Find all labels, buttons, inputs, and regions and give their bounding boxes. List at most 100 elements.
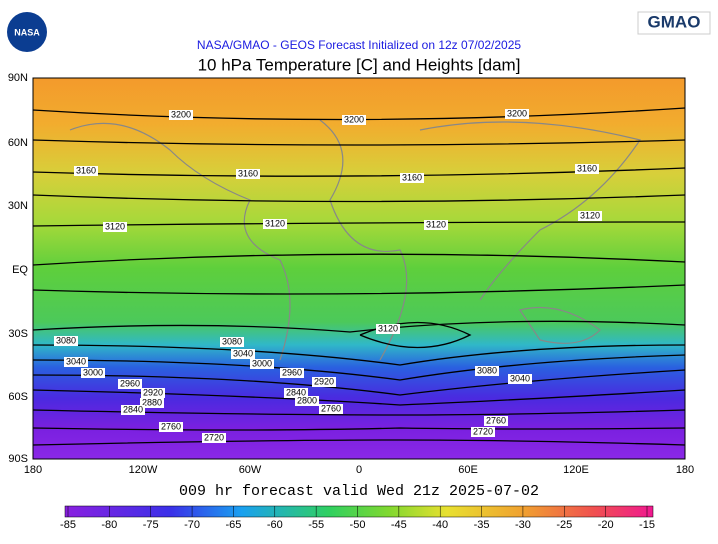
colorbar: [64, 505, 654, 518]
subtitle: NASA/GMAO - GEOS Forecast Initialized on…: [197, 38, 521, 52]
contour-label-bg: [74, 166, 98, 176]
contour-label-bg: [295, 396, 319, 406]
contour-label: 3040: [66, 356, 86, 366]
contour-label: 2720: [204, 432, 224, 442]
lat-label: 90S: [8, 453, 28, 465]
lon-label: 0: [356, 464, 362, 476]
contour-label-bg: [81, 368, 105, 378]
contour-label: 2960: [282, 367, 302, 377]
contour-label-bg: [159, 422, 183, 432]
contour-label: 3040: [510, 373, 530, 383]
contour-label: 3200: [171, 109, 191, 119]
contour-label: 3080: [222, 336, 242, 346]
contour-label-bg: [400, 173, 424, 183]
contour-label-bg: [475, 366, 499, 376]
colorbar-label: -25: [556, 519, 572, 531]
colorbar-label: -15: [639, 519, 655, 531]
lat-label: EQ: [12, 264, 28, 276]
lat-label: 60S: [8, 391, 28, 403]
colorbar-label: -80: [101, 519, 117, 531]
colorbar-label: -55: [308, 519, 324, 531]
contour-label-bg: [236, 169, 260, 179]
contour-label: 2920: [314, 376, 334, 386]
contour-label-bg: [484, 416, 508, 426]
colorbar-label: -30: [515, 519, 531, 531]
colorbar-label: -75: [143, 519, 159, 531]
lon-label: 180: [676, 464, 694, 476]
contour-label-bg: [231, 349, 255, 359]
contour-label-bg: [319, 404, 343, 414]
contour-label-bg: [121, 405, 145, 415]
contour-label-bg: [54, 336, 78, 346]
contour-label-bg: [424, 220, 448, 230]
lon-label: 120W: [129, 464, 158, 476]
lon-label: 60E: [458, 464, 478, 476]
contour-label: 3160: [76, 165, 96, 175]
contour-label-bg: [471, 427, 495, 437]
colorbar-label: -70: [184, 519, 200, 531]
lon-label: 60W: [239, 464, 262, 476]
colorbar-label: -85: [60, 519, 76, 531]
contour-label-bg: [312, 377, 336, 387]
colorbar-label: -60: [267, 519, 283, 531]
contour-label: 2760: [486, 415, 506, 425]
contour-label: 2840: [123, 404, 143, 414]
nasa-logo: [7, 12, 47, 52]
title: 10 hPa Temperature [C] and Heights [dam]: [198, 55, 521, 74]
colorbar-label: -35: [474, 519, 490, 531]
contour-label: 3120: [105, 221, 125, 231]
nasa-logo-text: NASA: [14, 27, 40, 37]
contour-label-bg: [508, 374, 532, 384]
contour-label: 2840: [286, 387, 306, 397]
coastlines: [69, 119, 641, 361]
contour-label: 3080: [56, 335, 76, 345]
footer: 009 hr forecast valid Wed 21z 2025-07-02: [179, 483, 539, 500]
contour-label-bg: [141, 388, 165, 398]
contour-label: 2880: [142, 397, 162, 407]
contour-label: 3200: [344, 114, 364, 124]
gmao-logo: [637, 11, 711, 35]
contour-label-bg: [342, 115, 366, 125]
contour-label-bg: [103, 222, 127, 232]
lat-label: 60N: [8, 137, 28, 149]
contour-label: 3160: [402, 172, 422, 182]
colorbar-label: -50: [350, 519, 366, 531]
colorbar-label: -40: [432, 519, 448, 531]
contour-label-bg: [169, 110, 193, 120]
contour-label: 3120: [426, 219, 446, 229]
contour-label-bg: [280, 368, 304, 378]
contour-label-bg: [118, 379, 142, 389]
contour-label: 3120: [265, 218, 285, 228]
contour-label-bg: [284, 388, 308, 398]
contour-label: 2920: [143, 387, 163, 397]
contour-label-bg: [505, 109, 529, 119]
contour-label: 3000: [252, 358, 272, 368]
contour-label: 2760: [161, 421, 181, 431]
contour-label: 3120: [580, 210, 600, 220]
gmao-logo-text: GMAO: [648, 12, 701, 31]
lat-label: 30S: [8, 328, 28, 340]
contour-label: 3160: [577, 163, 597, 173]
contour-label-bg: [64, 357, 88, 367]
lat-label: 90N: [8, 72, 28, 84]
contour-label-bg: [263, 219, 287, 229]
lon-label: 180: [24, 464, 42, 476]
contour-label: 3000: [83, 367, 103, 377]
colorbar-label: -20: [598, 519, 614, 531]
map-frame: [32, 77, 686, 460]
contour-label: 3040: [233, 348, 253, 358]
contour-label: 2960: [120, 378, 140, 388]
colorbar-label: -65: [225, 519, 241, 531]
contour-label: 3120: [378, 323, 398, 333]
contour-label: 2720: [473, 426, 493, 436]
contour-label: 2800: [297, 395, 317, 405]
contour-label-bg: [376, 324, 400, 334]
contour-label-bg: [202, 433, 226, 443]
contour-label-bg: [220, 337, 244, 347]
lon-label: 120E: [563, 464, 589, 476]
contour-label-bg: [250, 359, 274, 369]
contour-label: 3160: [238, 168, 258, 178]
contour-label: 3080: [477, 365, 497, 375]
contour-lines: [32, 107, 686, 446]
